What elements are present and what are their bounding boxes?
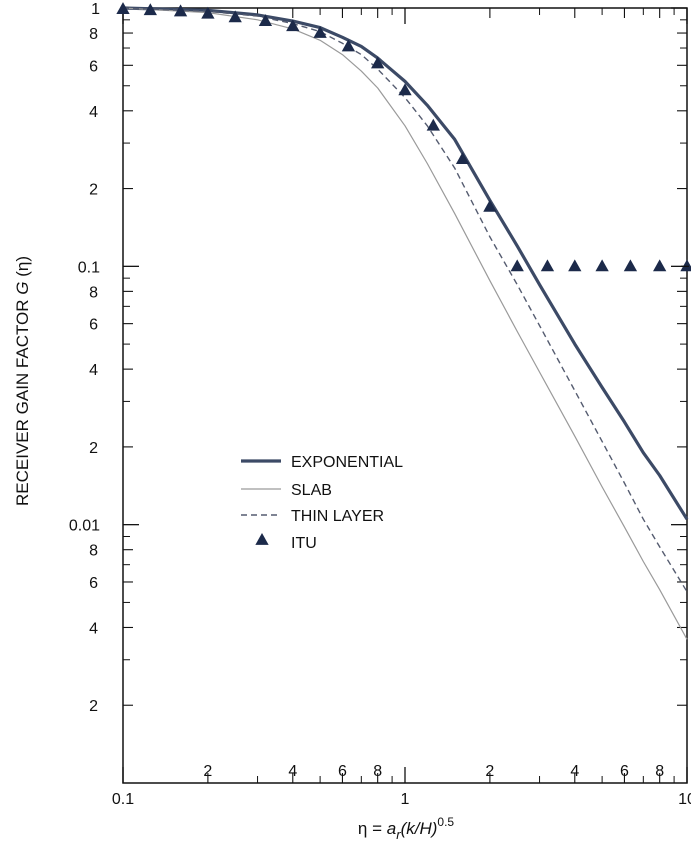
y-minor-tick-label: 8 [89, 543, 98, 560]
series-itu-marker [258, 14, 273, 26]
series-itu-marker [398, 83, 412, 96]
legend-slab-label: SLAB [291, 482, 332, 499]
legend-itu-swatch [255, 533, 269, 545]
legend-exponential-label: EXPONENTIAL [291, 454, 403, 471]
series-itu-marker [455, 152, 470, 165]
x-minor-tick-label: 8 [373, 763, 382, 780]
legend-itu-label: ITU [291, 535, 317, 552]
y-tick-label: 0.01 [69, 518, 100, 535]
x-tick-label: 0.1 [112, 791, 134, 808]
y-minor-tick-label: 6 [89, 58, 98, 75]
y-minor-tick-label: 4 [89, 620, 98, 637]
y-axis-ticks: 1 0.1 0.01 8 6 4 2 8 6 4 2 8 6 4 2 [69, 1, 687, 715]
series-slab-line [122, 7, 688, 640]
x-axis-title: η = ar(k/H)0.5 [358, 815, 454, 842]
series-itu-marker [510, 259, 524, 272]
y-tick-label: 1 [91, 1, 100, 18]
series-itu-marker [595, 259, 609, 272]
y-minor-tick-label: 6 [89, 575, 98, 592]
series-itu-marker [143, 3, 157, 16]
x-minor-tick-label: 4 [570, 763, 579, 780]
series-itu-marker [371, 56, 385, 69]
y-minor-tick-label: 2 [89, 440, 98, 457]
series-exponential-line [122, 6, 689, 521]
y-minor-tick-label: 6 [89, 317, 98, 334]
x-tick-label: 10 [678, 791, 691, 808]
series-itu-marker [426, 118, 440, 131]
series-itu-marker [201, 6, 215, 19]
y-tick-label: 0.1 [78, 259, 100, 276]
x-axis-ticks: 0.1 1 10 2 4 6 8 2 4 6 8 [112, 8, 691, 808]
x-tick-label: 1 [401, 791, 410, 808]
y-minor-tick-label: 4 [89, 362, 98, 379]
y-minor-tick-label: 2 [89, 698, 98, 715]
series-itu-marker [173, 4, 188, 17]
y-minor-tick-label: 8 [89, 26, 98, 43]
x-minor-tick-label: 6 [620, 763, 629, 780]
series-itu [116, 2, 691, 272]
x-minor-tick-label: 6 [338, 763, 347, 780]
series-layer [116, 2, 691, 640]
legend-thin-layer-label: THIN LAYER [291, 508, 384, 525]
series-itu-marker [483, 199, 497, 212]
series-itu-marker [313, 26, 327, 38]
series-itu-marker [653, 259, 667, 272]
legend: EXPONENTIAL SLAB THIN LAYER ITU [241, 454, 403, 552]
series-itu-marker [341, 39, 356, 52]
series-itu-marker [286, 19, 300, 32]
series-itu-marker [540, 259, 555, 272]
plot-area-border [122, 7, 688, 784]
x-minor-tick-label: 2 [485, 763, 494, 780]
series-itu-marker [568, 259, 582, 272]
plot-frame [122, 7, 688, 784]
x-minor-tick-label: 2 [203, 763, 212, 780]
y-minor-tick-label: 2 [89, 182, 98, 199]
y-minor-tick-label: 8 [89, 284, 98, 301]
x-minor-tick-label: 4 [288, 763, 297, 780]
series-itu-marker [680, 259, 691, 272]
series-itu-marker [228, 10, 242, 23]
y-minor-tick-label: 4 [89, 104, 98, 121]
series-itu-marker [116, 2, 130, 15]
x-minor-tick-label: 8 [655, 763, 664, 780]
series-thin-layer-line [122, 7, 688, 593]
series-itu-marker [623, 259, 638, 272]
y-axis-title: RECEIVER GAIN FACTOR G (η) [13, 256, 32, 506]
